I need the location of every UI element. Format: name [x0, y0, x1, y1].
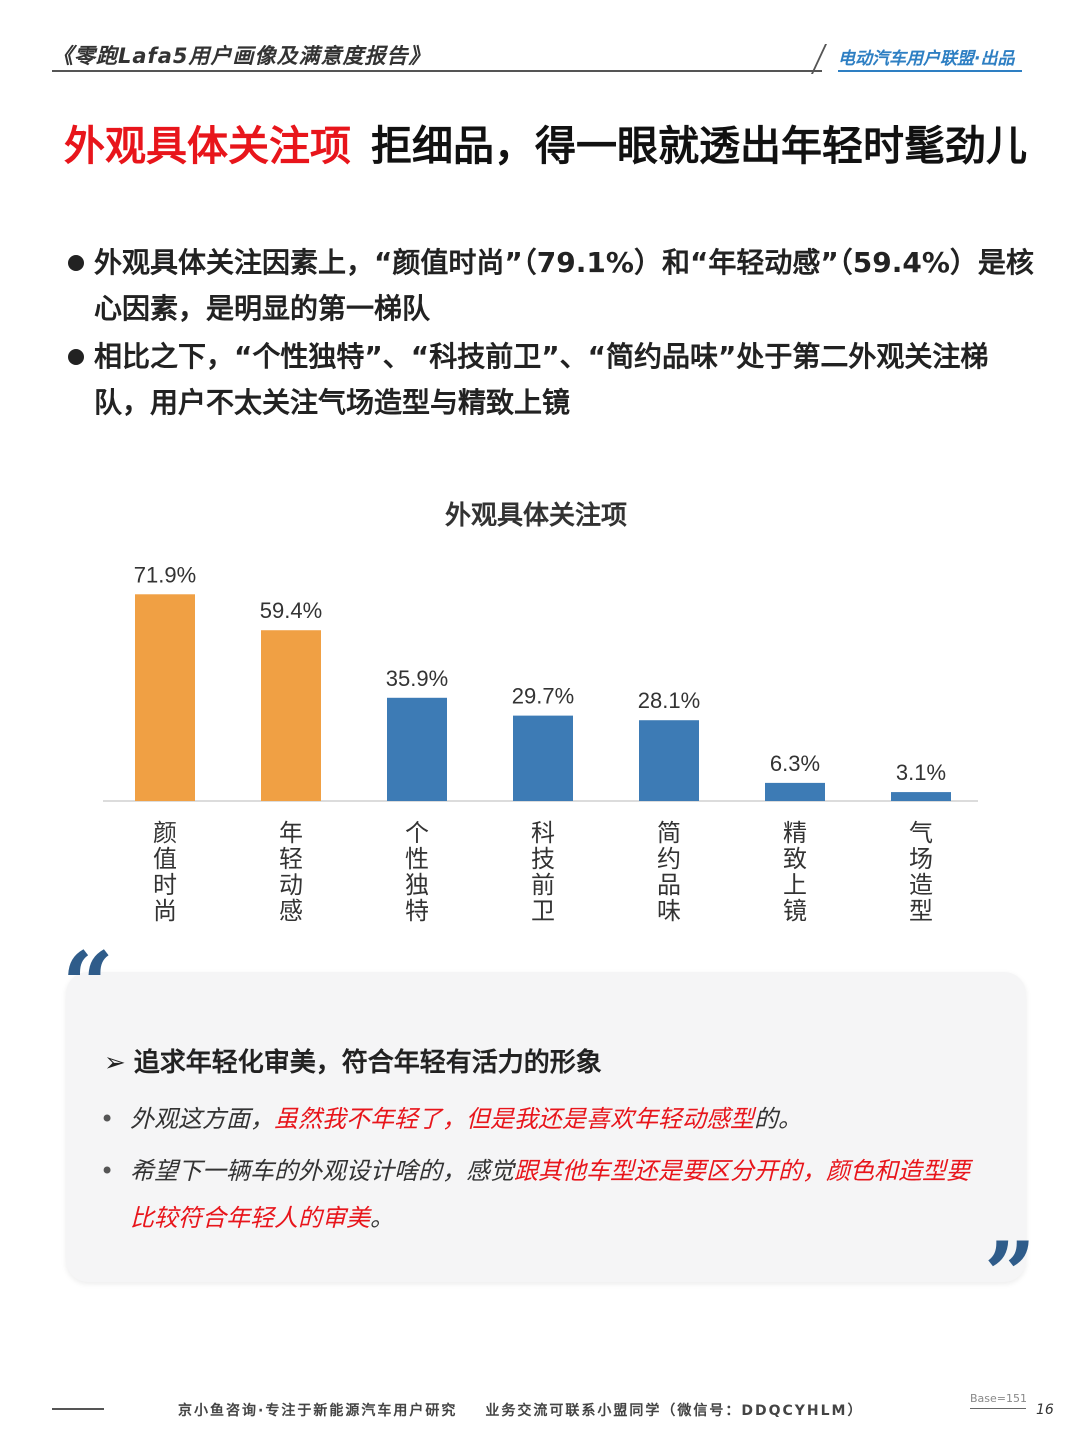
data-label: 35.9%	[386, 666, 448, 691]
bar	[387, 697, 447, 801]
base-count: Base=151	[970, 1392, 1027, 1405]
category-label-char: 年	[279, 819, 303, 847]
category-label-char: 轻	[279, 845, 303, 873]
quote-bullet-icon: •	[100, 1105, 115, 1133]
category-label-char: 场	[909, 845, 933, 873]
bar	[639, 720, 699, 801]
category-label-char: 前	[531, 871, 555, 899]
data-label: 28.1%	[638, 688, 700, 713]
category-label-char: 感	[279, 897, 303, 925]
page-title-highlight: 外观具体关注项	[64, 122, 351, 170]
category-label-char: 造	[909, 871, 933, 899]
footer-divider	[52, 1408, 104, 1410]
quote-heading-text: 追求年轻化审美，符合年轻有活力的形象	[133, 1048, 602, 1078]
summary-bullet-text: 外观具体关注因素上，“颜值时尚”（79.1%）和“年轻动感”（59.4%）是核心…	[94, 246, 1034, 325]
quote-highlight: 跟其他车型还是要区分开的，颜色和造型要比较符合年轻人的审美	[130, 1157, 970, 1232]
quote-item: • 外观这方面，虽然我不年轻了，但是我还是喜欢年轻动感型的。	[100, 1096, 990, 1143]
category-label-char: 约	[657, 845, 681, 873]
header-divider	[52, 70, 822, 72]
summary-bullet: 相比之下，“个性独特”、“科技前卫”、“简约品味”处于第二外观关注梯队，用户不太…	[64, 334, 1044, 426]
category-label-char: 个	[405, 819, 429, 847]
brand-underline	[838, 70, 1022, 72]
category-label-char: 颜	[153, 819, 177, 847]
quote-plain: 希望下一辆车的外观设计啥的，感觉	[130, 1157, 514, 1185]
category-label-char: 型	[909, 897, 933, 925]
category-label-char: 上	[783, 871, 807, 899]
open-quote-icon: “	[62, 932, 114, 1038]
category-label-char: 科	[531, 819, 555, 847]
quote-plain: 。	[370, 1204, 394, 1232]
data-label: 29.7%	[512, 684, 574, 709]
report-title: 《零跑Lafa5用户画像及满意度报告》	[52, 44, 431, 68]
category-label-char: 镜	[783, 897, 807, 925]
quote-bullet-icon: •	[100, 1157, 115, 1185]
close-quote-icon: ”	[984, 1222, 1036, 1328]
bar	[135, 594, 195, 801]
category-label-char: 致	[783, 845, 807, 873]
category-label-char: 特	[405, 897, 429, 925]
category-label-char: 精	[783, 819, 807, 847]
bullet-dot-icon	[68, 255, 84, 271]
summary-bullet-text: 相比之下，“个性独特”、“科技前卫”、“简约品味”处于第二外观关注梯队，用户不太…	[94, 340, 989, 419]
data-label: 6.3%	[770, 751, 820, 776]
brand-label: 电动汽车用户联盟·出品	[838, 49, 1015, 69]
category-label-char: 时	[153, 871, 177, 899]
chart-title: 外观具体关注项	[445, 500, 627, 531]
footer-right: 业务交流可联系小盟同学（微信号：DDQCYHLM）	[485, 1403, 864, 1419]
summary-bullet: 外观具体关注因素上，“颜值时尚”（79.1%）和“年轻动感”（59.4%）是核心…	[64, 240, 1044, 332]
quote-heading: ➢ 追求年轻化审美，符合年轻有活力的形象	[104, 1042, 602, 1079]
bar	[261, 630, 321, 801]
category-label-char: 尚	[153, 897, 177, 925]
bullet-dot-icon	[68, 349, 84, 365]
data-label: 3.1%	[896, 760, 946, 785]
category-label-char: 独	[405, 871, 429, 899]
summary-bullets: 外观具体关注因素上，“颜值时尚”（79.1%）和“年轻动感”（59.4%）是核心…	[64, 240, 1044, 428]
page-number: 16	[1036, 1402, 1054, 1418]
bar-chart: 外观具体关注项 71.9% 颜值时尚 59.4% 年轻动感 35.9% 个性独特 29.7% 科…	[0, 480, 1080, 940]
category-label-char: 卫	[531, 897, 555, 925]
category-label-char: 味	[657, 897, 681, 925]
bar	[765, 782, 825, 801]
quote-item: • 希望下一辆车的外观设计啥的，感觉跟其他车型还是要区分开的，颜色和造型要比较符…	[100, 1148, 990, 1242]
bar	[513, 715, 573, 801]
footer-text: 京小鱼咨询·专注于新能源汽车用户研究 业务交流可联系小盟同学（微信号：DDQCYH…	[178, 1400, 863, 1420]
data-label: 59.4%	[260, 598, 322, 623]
bar	[891, 792, 951, 801]
category-label-char: 品	[657, 871, 681, 899]
category-label-char: 动	[279, 871, 303, 899]
page-title: 外观具体关注项 拒细品，得一眼就透出年轻时髦劲儿	[64, 112, 1027, 172]
quote-plain: 外观这方面，	[130, 1105, 274, 1133]
page-title-rest: 拒细品，得一眼就透出年轻时髦劲儿	[371, 122, 1027, 170]
category-label-char: 值	[153, 845, 177, 873]
category-label-char: 简	[657, 819, 681, 847]
category-label-char: 性	[405, 845, 429, 873]
base-underline	[970, 1408, 1026, 1409]
quote-item-text: 希望下一辆车的外观设计啥的，感觉跟其他车型还是要区分开的，颜色和造型要比较符合年…	[100, 1148, 990, 1242]
arrow-icon: ➢	[104, 1048, 126, 1078]
category-label-char: 技	[531, 845, 555, 873]
category-label-char: 气	[909, 819, 933, 847]
quote-plain: 的。	[754, 1105, 802, 1133]
quote-item-text: 外观这方面，虽然我不年轻了，但是我还是喜欢年轻动感型的。	[100, 1096, 990, 1143]
footer-left: 京小鱼咨询·专注于新能源汽车用户研究	[178, 1403, 458, 1419]
quote-box	[66, 972, 1026, 1282]
bar-chart-svg: 外观具体关注项 71.9% 颜值时尚 59.4% 年轻动感 35.9% 个性独特 29.7% 科…	[103, 500, 978, 925]
data-label: 71.9%	[134, 562, 196, 587]
quote-highlight: 虽然我不年轻了，但是我还是喜欢年轻动感型	[274, 1105, 754, 1133]
